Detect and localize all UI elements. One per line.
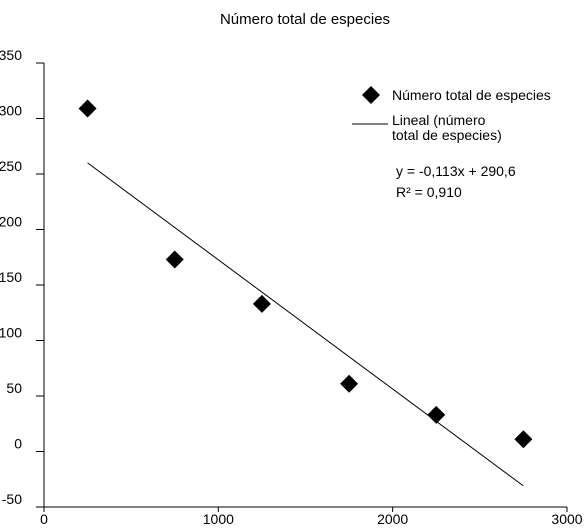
x-axis-ticks: 0 1000 2000 3000 bbox=[40, 507, 583, 527]
legend: Número total de especies Lineal (número … bbox=[352, 86, 551, 143]
data-points bbox=[78, 99, 533, 449]
x-tick-label: 0 bbox=[40, 511, 48, 527]
trendline bbox=[87, 162, 524, 487]
y-tick-label: -50 bbox=[2, 491, 22, 507]
r-squared: R² = 0,910 bbox=[396, 184, 462, 200]
plot-area: -50 0 50 100 150 200 250 300 350 0 1000 2000 3000 bbox=[0, 47, 583, 527]
legend-series-label: Número total de especies bbox=[392, 87, 551, 103]
x-tick-label: 3000 bbox=[551, 511, 582, 527]
y-tick-label: 350 bbox=[0, 47, 22, 63]
y-tick-label: 0 bbox=[14, 436, 22, 452]
y-tick-label: 100 bbox=[0, 325, 22, 341]
y-tick-label: 250 bbox=[0, 158, 22, 174]
data-point-diamond bbox=[252, 294, 271, 313]
chart-title: Número total de especies bbox=[220, 11, 390, 28]
y-tick-label: 150 bbox=[0, 269, 22, 285]
x-tick-label: 1000 bbox=[203, 511, 234, 527]
legend-diamond-marker bbox=[362, 86, 380, 104]
y-axis-ticks: -50 0 50 100 150 200 250 300 350 bbox=[0, 47, 44, 508]
legend-trendline-label-line1: Lineal (número bbox=[392, 112, 486, 128]
legend-trendline-label-line2: total de especies) bbox=[392, 127, 502, 143]
y-tick-label: 200 bbox=[0, 214, 22, 230]
y-tick-label: 50 bbox=[6, 380, 22, 396]
x-tick-label: 2000 bbox=[377, 511, 408, 527]
data-point-diamond bbox=[78, 99, 97, 118]
data-point-diamond bbox=[427, 405, 446, 424]
y-tick-label: 300 bbox=[0, 103, 22, 119]
data-point-diamond bbox=[340, 374, 359, 393]
data-point-diamond bbox=[165, 250, 184, 269]
data-point-diamond bbox=[514, 430, 533, 449]
regression-equation: y = -0,113x + 290,6 bbox=[396, 163, 516, 179]
